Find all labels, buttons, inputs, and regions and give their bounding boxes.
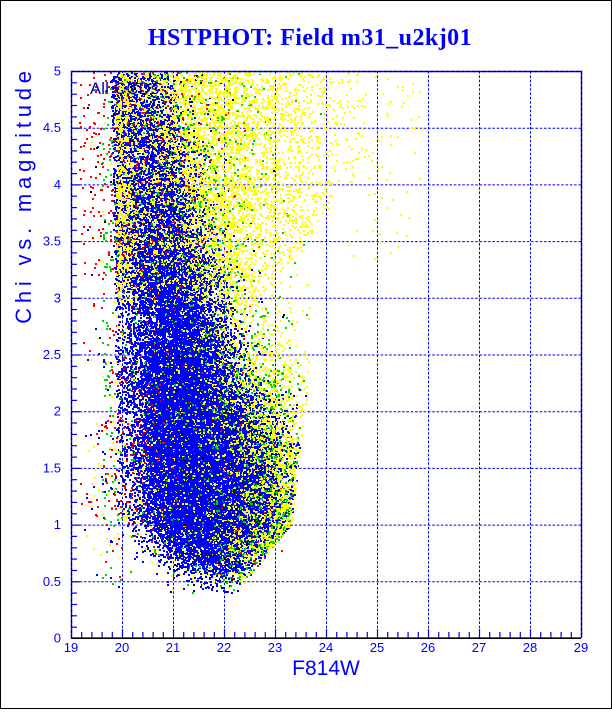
svg-text:Chi vs. magnitude: Chi vs. magnitude — [11, 66, 36, 324]
svg-text:27: 27 — [472, 640, 486, 655]
svg-text:20: 20 — [115, 640, 129, 655]
svg-text:29: 29 — [574, 640, 588, 655]
svg-text:0: 0 — [54, 631, 61, 646]
svg-text:22: 22 — [217, 640, 231, 655]
svg-text:HSTPHOT: Field m31_u2kj01: HSTPHOT: Field m31_u2kj01 — [148, 25, 472, 51]
svg-text:0.5: 0.5 — [43, 574, 61, 589]
svg-text:3.5: 3.5 — [43, 234, 61, 249]
svg-text:23: 23 — [268, 640, 282, 655]
svg-text:5: 5 — [54, 64, 61, 79]
svg-text:28: 28 — [523, 640, 537, 655]
svg-text:4.5: 4.5 — [43, 120, 61, 135]
svg-text:All CCDs: All CCDs — [90, 80, 159, 98]
svg-text:19: 19 — [64, 640, 78, 655]
svg-text:F814W: F814W — [292, 657, 360, 680]
svg-text:24: 24 — [319, 640, 333, 655]
svg-text:2: 2 — [54, 404, 61, 419]
svg-text:25: 25 — [370, 640, 384, 655]
svg-text:26: 26 — [421, 640, 435, 655]
svg-text:2.5: 2.5 — [43, 347, 61, 362]
svg-text:1: 1 — [54, 517, 61, 532]
svg-text:3: 3 — [54, 290, 61, 305]
svg-text:21: 21 — [166, 640, 180, 655]
svg-text:4: 4 — [54, 177, 61, 192]
svg-text:1.5: 1.5 — [43, 460, 61, 475]
